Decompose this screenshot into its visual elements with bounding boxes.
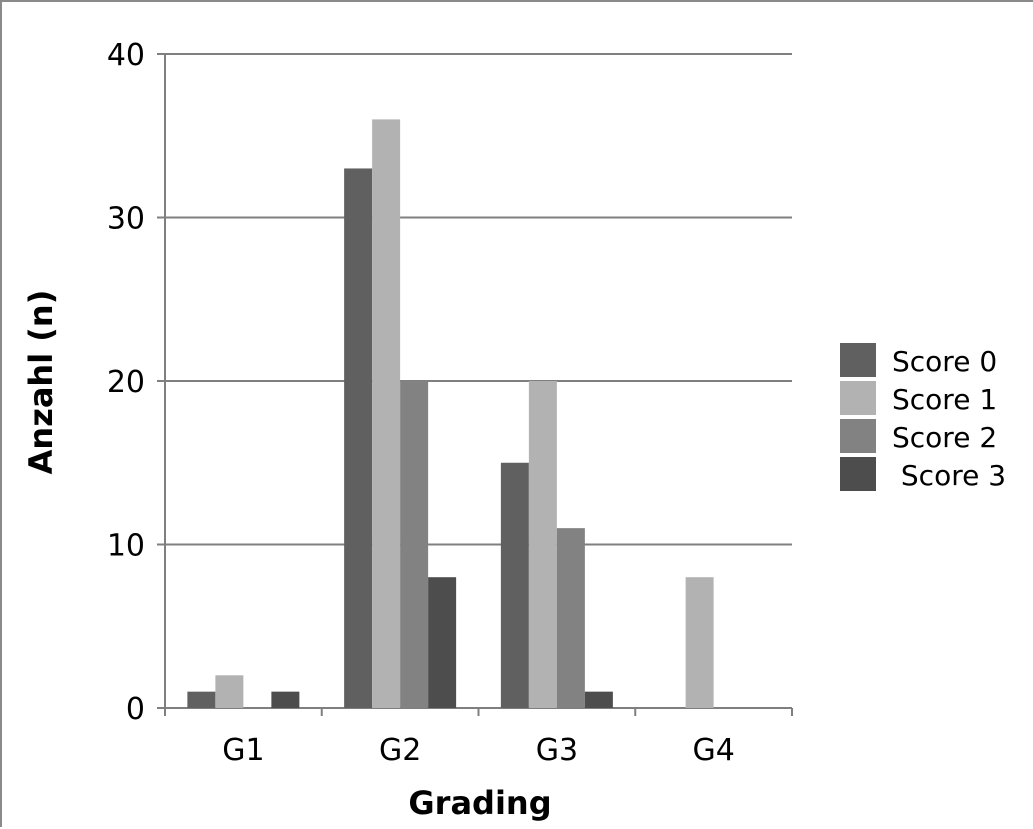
bar-G3-series-2 xyxy=(556,528,585,708)
y-tick-label: 30 xyxy=(107,202,145,237)
y-tick-label: 0 xyxy=(126,692,145,727)
bar-G3-series-0 xyxy=(500,462,529,708)
legend-swatch xyxy=(840,381,876,415)
x-axis-title: Grading xyxy=(408,784,551,822)
legend-swatch xyxy=(840,343,876,377)
bar-G2-series-2 xyxy=(400,381,429,708)
bar-G1-series-0 xyxy=(187,691,216,708)
legend-swatch xyxy=(840,457,876,491)
x-tick-label: G4 xyxy=(692,733,734,768)
legend-label: Score 0 xyxy=(892,345,997,378)
x-tick-label: G1 xyxy=(222,733,264,768)
bar-G2-series-1 xyxy=(372,119,401,708)
x-tick-label: G2 xyxy=(379,733,421,768)
bars xyxy=(187,119,714,708)
bar-G2-series-3 xyxy=(428,577,457,708)
bar-G4-series-1 xyxy=(685,577,714,708)
bar-G2-series-0 xyxy=(344,168,373,708)
y-axis-title: Anzahl (n) xyxy=(22,290,60,475)
legend-label: Score 3 xyxy=(892,459,1006,492)
x-tick-label: G3 xyxy=(536,733,578,768)
tick-labels: 0 10 20 30 40 G1 G2 G3 G4 xyxy=(107,38,735,768)
bar-G1-series-3 xyxy=(271,691,300,708)
legend: Score 0 Score 1 Score 2 Score 3 xyxy=(840,343,1006,492)
y-tick-label: 20 xyxy=(107,365,145,400)
legend-label: Score 1 xyxy=(892,383,997,416)
y-tick-label: 10 xyxy=(107,529,145,564)
gridlines xyxy=(157,53,792,546)
bar-G3-series-1 xyxy=(528,381,557,708)
legend-swatch xyxy=(840,419,876,453)
bar-G3-series-3 xyxy=(584,691,613,708)
legend-label: Score 2 xyxy=(892,421,997,454)
bar-G1-series-1 xyxy=(215,675,244,708)
y-tick-label: 40 xyxy=(107,38,145,73)
